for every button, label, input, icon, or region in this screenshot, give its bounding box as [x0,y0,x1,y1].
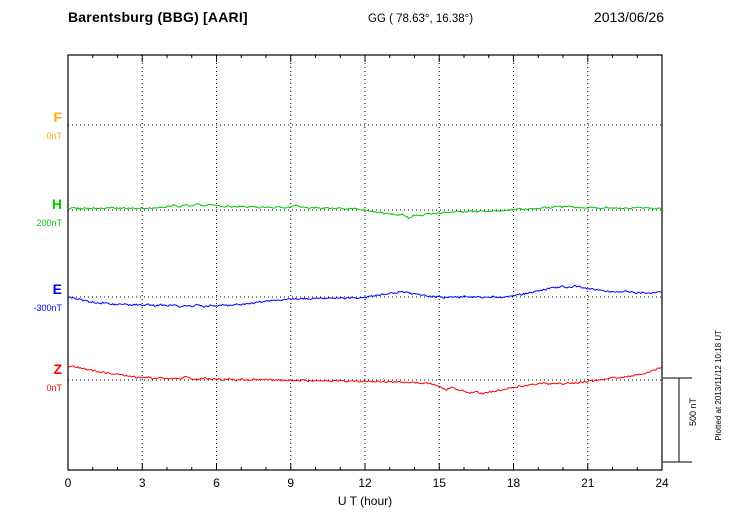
x-tick-label: 24 [655,476,669,490]
x-axis-tick-labels: 0 3 6 9 12 15 18 21 24 [0,476,730,492]
component-baseline-h: 200nT [36,218,62,228]
component-label-h: H 200nT [0,197,62,228]
x-tick-label: 9 [287,476,295,490]
x-tick-label: 6 [213,476,220,490]
geographic-coordinates: GG ( 78.63°, 16.38°) [368,13,474,25]
x-tick-label: 21 [581,476,595,490]
station-title: Barentsburg (BBG) [AARI] [68,9,248,25]
trace-h [67,203,663,220]
x-tick-label: 12 [358,476,372,490]
component-baseline-e: -300nT [33,303,62,313]
scale-bar-label: 500 nT [688,398,698,427]
grid-lines [68,55,662,470]
x-tick-label: 15 [432,476,446,490]
component-label-z: Z 0nT [0,362,62,393]
component-letter-e: E [52,281,62,297]
trace-e [68,284,663,308]
x-axis-label: U T (hour) [337,494,393,508]
component-baseline-z: 0nT [46,383,62,393]
axis-ticks [67,55,663,470]
component-label-f: F 0nT [0,110,62,141]
component-label-e: E -300nT [0,282,62,313]
x-tick-label: 3 [138,476,146,490]
x-tick-label: 0 [64,476,72,490]
component-baseline-f: 0nT [46,131,62,141]
component-letter-h: H [51,196,62,212]
component-letter-f: F [53,109,62,125]
plotted-at-note: Plotted at 2013/11/12 10:18 UT [714,330,723,441]
plot-date: 2013/06/26 [593,9,664,25]
x-tick-label: 18 [506,476,521,490]
trace-z [67,365,663,395]
scale-bar [663,377,692,463]
component-letter-z: Z [53,361,62,377]
